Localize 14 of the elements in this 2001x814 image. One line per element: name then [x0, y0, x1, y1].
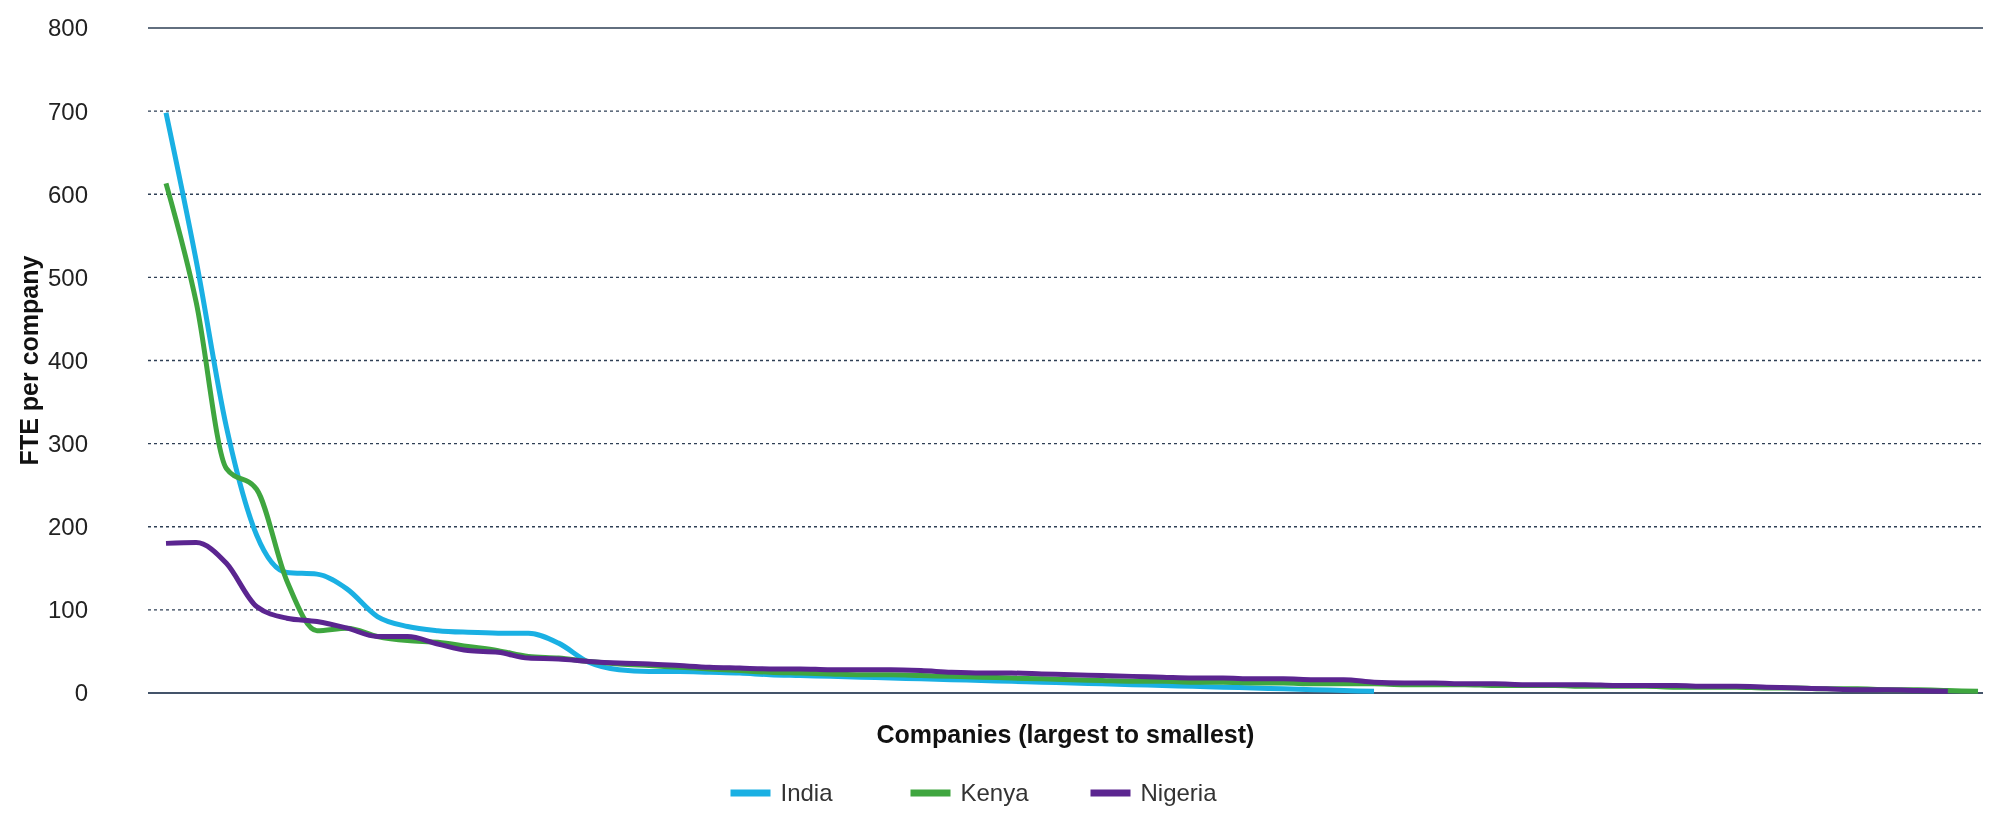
legend-label: Kenya	[960, 779, 1030, 807]
y-tick-label: 100	[47, 596, 88, 624]
y-tick-label: 400	[47, 346, 88, 374]
y-tick-label: 300	[47, 430, 88, 458]
y-tick-label: 200	[47, 513, 88, 541]
y-tick-label: 700	[47, 97, 88, 125]
y-axis-title: FTE per company	[15, 255, 43, 466]
y-tick-label: 800	[47, 14, 88, 42]
y-tick-label: 0	[74, 679, 88, 707]
y-tick-label: 500	[47, 263, 88, 291]
y-tick-label: 600	[47, 180, 88, 208]
legend-label: India	[780, 779, 834, 807]
x-axis-title: Companies (largest to smallest)	[876, 720, 1255, 748]
legend-label: Nigeria	[1140, 779, 1218, 807]
